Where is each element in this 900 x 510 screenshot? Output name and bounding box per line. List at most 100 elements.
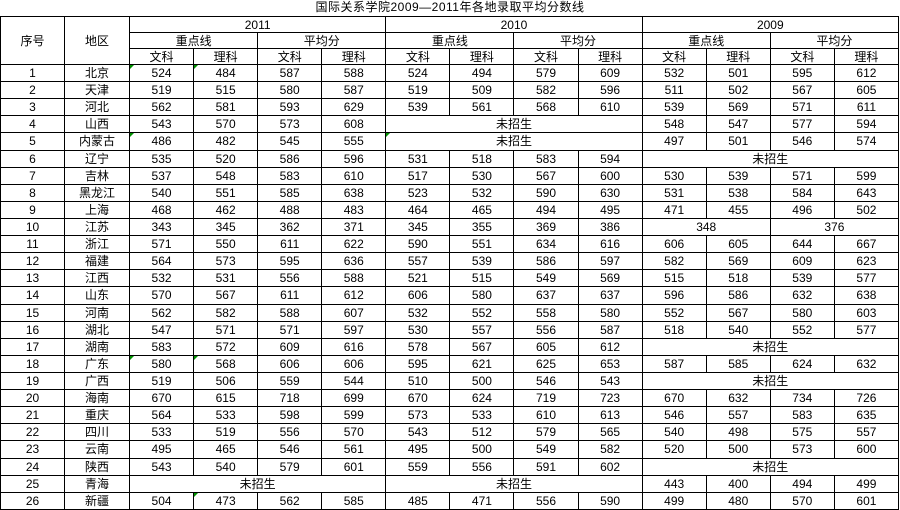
score-cell: 494 xyxy=(513,200,579,219)
cell-flag-triangle-icon xyxy=(130,133,134,138)
table-row: 2 天津 519 515 580 587 519 509 582 596 511 502 567 605 xyxy=(0,81,900,100)
score-cell: 511 xyxy=(641,81,707,100)
table-row: 3 河北 562 581 593 629 539 561 568 610 539 569 571 611 xyxy=(0,98,900,117)
score-cell: 488 xyxy=(257,200,323,219)
score-cell: 519 xyxy=(128,371,195,391)
score-cell: 606 xyxy=(641,235,707,254)
score-cell: 521 xyxy=(385,269,451,288)
subject-header-science: 理科 xyxy=(193,48,259,65)
score-cell: 501 xyxy=(705,132,771,151)
score-cell: 572 xyxy=(193,337,259,356)
score-cell: 386 xyxy=(577,217,643,237)
score-cell: 564 xyxy=(128,406,195,425)
table-row: 5 内蒙古 486 482 545 555 未招生 497 501 546 574 xyxy=(0,132,900,151)
serial-cell: 6 xyxy=(0,149,65,168)
table-row: 7 吉林 537 548 583 610 517 530 567 600 530 539 571 599 xyxy=(0,166,900,185)
score-cell: 485 xyxy=(385,491,451,510)
table-row: 19 广西 519 506 559 544 510 500 546 543 未招生 xyxy=(0,371,900,391)
subject-header-science: 理科 xyxy=(577,48,643,65)
score-cell: 543 xyxy=(128,115,195,134)
region-cell: 北京 xyxy=(64,63,130,83)
region-cell: 福建 xyxy=(64,252,130,271)
score-cell: 540 xyxy=(128,183,195,202)
score-cell: 577 xyxy=(769,115,835,134)
score-cell: 719 xyxy=(513,389,579,408)
score-cell: 355 xyxy=(449,217,515,237)
score-cell: 605 xyxy=(705,235,771,254)
score-cell: 530 xyxy=(449,166,515,185)
table-row: 14 山东 570 567 611 612 606 580 637 637 596 586 632 638 xyxy=(0,286,900,305)
score-cell: 611 xyxy=(257,286,323,305)
score-cell: 567 xyxy=(769,81,835,100)
score-cell: 587 xyxy=(577,320,643,339)
score-cell: 597 xyxy=(321,320,387,339)
score-cell: 540 xyxy=(705,320,771,339)
score-cell: 506 xyxy=(193,371,259,391)
score-cell: 570 xyxy=(769,491,835,510)
score-cell: 556 xyxy=(257,423,323,442)
score-cell: 546 xyxy=(769,132,835,151)
region-cell: 广西 xyxy=(64,371,130,391)
score-cell: 670 xyxy=(128,389,195,408)
score-cell: 547 xyxy=(705,115,771,134)
table-row: 16 湖北 547 571 571 597 530 557 556 587 518 540 552 577 xyxy=(0,320,900,339)
score-cell: 600 xyxy=(577,166,643,185)
region-cell: 河北 xyxy=(64,98,130,117)
score-cell: 590 xyxy=(577,491,643,510)
score-cell: 636 xyxy=(321,252,387,271)
cell-flag-triangle-icon xyxy=(130,356,134,360)
score-cell: 504 xyxy=(128,491,195,510)
score-cell: 548 xyxy=(193,166,259,185)
no-enrollment-cell: 未招生 xyxy=(641,149,900,168)
cell-flag-triangle-icon xyxy=(130,65,134,69)
score-cell: 611 xyxy=(257,235,323,254)
score-cell: 530 xyxy=(641,166,707,185)
score-cell: 624 xyxy=(449,389,515,408)
score-cell: 539 xyxy=(449,252,515,271)
subject-header-arts: 文科 xyxy=(257,48,323,65)
score-cell: 585 xyxy=(705,354,771,373)
region-cell: 江苏 xyxy=(64,217,130,237)
score-cell: 637 xyxy=(577,286,643,305)
score-cell: 612 xyxy=(321,286,387,305)
score-cell: 552 xyxy=(641,303,707,322)
table-row: 26 新疆 504 473 562 585 485 471 556 590 499 480 570 601 xyxy=(0,491,900,510)
score-cell: 545 xyxy=(257,132,323,151)
score-cell: 371 xyxy=(321,217,387,237)
score-cell: 579 xyxy=(513,423,579,442)
score-cell: 561 xyxy=(449,98,515,117)
score-cell: 539 xyxy=(705,166,771,185)
serial-cell: 14 xyxy=(0,286,65,305)
score-cell: 638 xyxy=(833,286,900,305)
score-cell: 559 xyxy=(385,457,451,476)
score-cell: 699 xyxy=(321,389,387,408)
score-cell: 612 xyxy=(833,63,900,83)
score-cell: 531 xyxy=(385,149,451,168)
serial-cell: 3 xyxy=(0,98,65,117)
no-enrollment-cell: 未招生 xyxy=(385,115,643,134)
score-cell: 723 xyxy=(577,389,643,408)
score-cell: 495 xyxy=(385,440,451,459)
score-cell: 632 xyxy=(705,389,771,408)
score-cell: 602 xyxy=(577,457,643,476)
score-cell: 616 xyxy=(577,235,643,254)
score-cell: 595 xyxy=(769,63,835,83)
score-cell: 575 xyxy=(769,423,835,442)
table-row: 23 云南 495 465 546 561 495 500 549 582 520 500 573 600 xyxy=(0,440,900,459)
score-cell: 495 xyxy=(577,200,643,219)
subject-header-arts: 文科 xyxy=(385,48,451,65)
score-cell: 548 xyxy=(641,115,707,134)
no-enrollment-cell: 未招生 xyxy=(128,474,387,493)
score-cell: 480 xyxy=(705,491,771,510)
score-cell: 519 xyxy=(193,423,259,442)
region-cell: 黑龙江 xyxy=(64,183,130,202)
table-row: 18 广东 580 568 606 606 595 621 625 653 587 585 624 632 xyxy=(0,354,900,373)
subject-header-science: 理科 xyxy=(833,48,900,65)
score-cell: 596 xyxy=(641,286,707,305)
subject-header-arts: 文科 xyxy=(128,48,195,65)
no-enrollment-cell: 未招生 xyxy=(385,132,643,151)
score-cell: 726 xyxy=(833,389,900,408)
score-cell: 551 xyxy=(193,183,259,202)
score-cell: 455 xyxy=(705,200,771,219)
subject-header-arts: 文科 xyxy=(769,48,835,65)
